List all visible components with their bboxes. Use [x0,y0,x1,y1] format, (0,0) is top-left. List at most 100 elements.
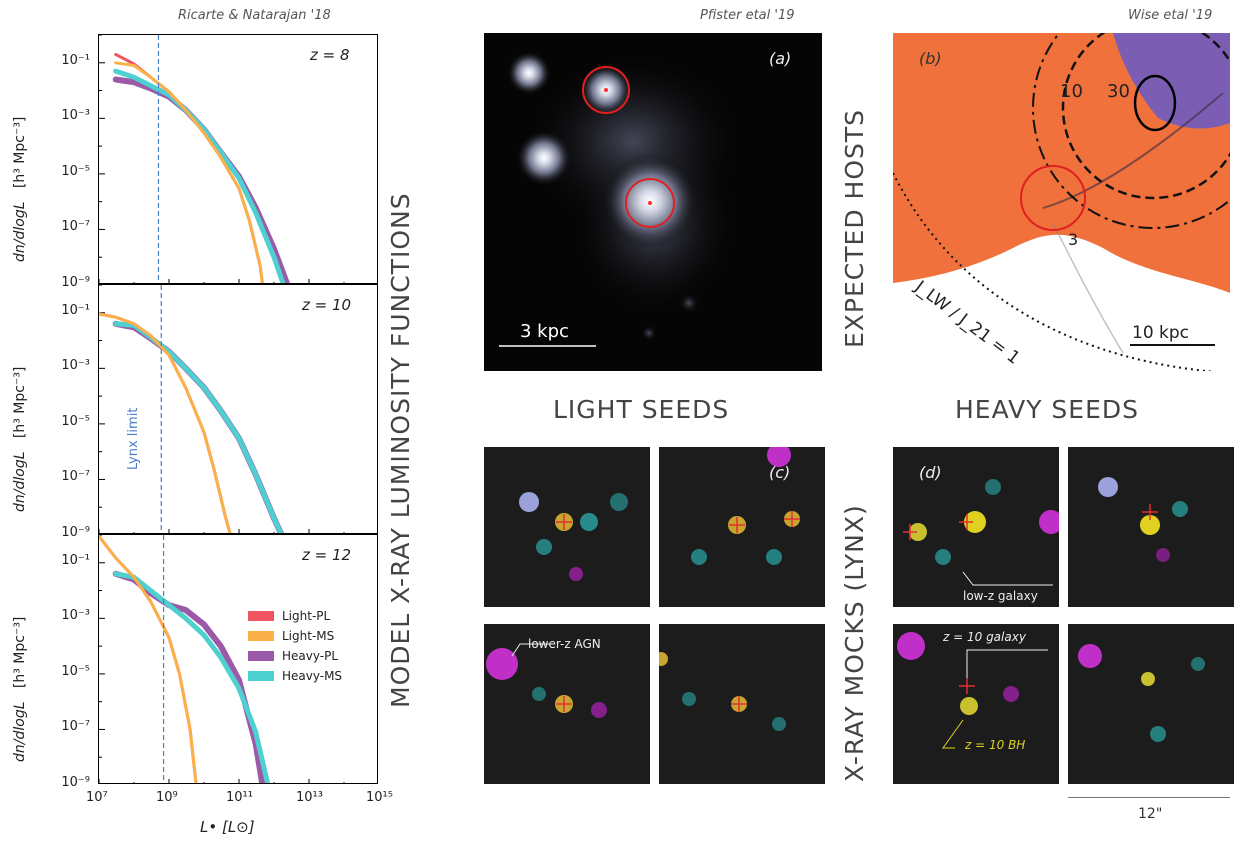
y-tick-label: 10⁻¹ [61,302,90,318]
series-line-heavy-ms [113,68,286,283]
chart-panel-z8 [98,34,378,284]
y-tick-label: 10⁻⁵ [61,663,90,679]
series-line-heavy-pl [112,320,285,533]
filament [1042,92,1224,209]
mock-svg [903,479,1059,586]
pfister-svg [499,51,744,347]
y-tick-label: 10⁻³ [61,608,90,624]
bh-crosshair [729,517,745,533]
source-blob [1141,672,1155,686]
source-blob [591,702,607,718]
panel-tag-c: (c) [769,463,791,482]
source-blob [1003,686,1019,702]
source-blob [960,697,978,715]
bh-crosshair [731,696,747,712]
y-tick-label: 10⁻⁹ [61,525,90,540]
scale-bar-label: 3 kpc [520,321,569,342]
source-blob [486,648,518,680]
source-blob [536,539,552,555]
label-heavy-seeds: HEAVY SEEDS [955,395,1139,424]
x-tick-label: 10¹⁵ [366,790,393,805]
y-tick-label: 10⁻⁷ [61,219,90,235]
source-blob [935,549,951,565]
mock-heavy-3: z = 10 galaxy z = 10 BH [893,624,1059,784]
y-axis-label-z10: dn/dlogL [h³ Mpc⁻³] [12,366,28,512]
legend-item-heavy-ms: Heavy-MS [248,666,368,686]
source-blob [1191,657,1205,671]
lynx-limit-label: Lynx limit [126,407,141,470]
chart-svg-z12 [99,535,345,783]
annotation-leader [966,649,1048,678]
mock-svg [486,643,607,718]
y-tick-label: 10⁻³ [61,358,90,374]
label-expected-hosts: EXPECTED HOSTS [840,109,869,348]
bh-crosshair [1142,504,1158,520]
series-line-light-ms [99,535,198,783]
seed-circle [582,66,630,114]
x-tick-label: 10⁹ [156,790,178,805]
source-blob [1172,501,1188,517]
bh-crosshair [556,696,572,712]
chart-svg-z8 [99,35,345,283]
mock-light-1 [484,447,650,607]
contour-label-10: 10 [1060,81,1083,102]
mock-svg [691,447,800,565]
annotation-leader [942,719,964,749]
mock-svg [1078,644,1205,742]
source-blob [1140,515,1160,535]
source-blob [1150,726,1166,742]
filament [1052,222,1124,354]
source-blob [569,567,583,581]
legend-item-light-ms: Light-MS [248,626,368,646]
legend-item-light-pl: Light-PL [248,606,368,626]
annotation-z10-galaxy: z = 10 galaxy [943,630,1026,644]
annotation-leader [962,571,1053,586]
bh-crosshair [959,678,975,694]
series-line-heavy-pl [112,570,266,783]
source-blob [985,479,1001,495]
jlw-contour [893,172,1218,371]
wise-svg [893,33,1230,371]
pfister-simulation-image: (a) 3 kpc [484,33,822,371]
source-blob [909,523,927,541]
chart-svg-z10 [99,285,345,533]
mock-light-4 [659,624,825,784]
x-tick-label: 10⁷ [86,790,108,805]
bh-marker [648,201,652,205]
panel-label-z8: z = 8 [310,46,350,64]
y-axis-label-z8: dn/dlogL [h³ Mpc⁻³] [12,116,28,262]
source-blob [580,513,598,531]
label-light-seeds: LIGHT SEEDS [553,395,730,424]
series-line-heavy-ms [113,321,284,533]
source-blob [964,511,986,533]
source-blob [532,687,546,701]
galaxy-blob [679,293,699,313]
source-blob [691,549,707,565]
source-blob [772,717,786,731]
bh-marker [604,88,608,92]
mock-heavy-1: (d) low-z galaxy [893,447,1059,607]
source-blob [767,447,791,467]
y-tick-label: 10⁻¹ [61,52,90,68]
mock-svg [1098,477,1188,562]
y-tick-label: 10⁻⁵ [61,413,90,429]
bh-crosshair [903,524,917,540]
mock-svg [897,632,1048,749]
chart-panel-z12 [98,534,378,784]
series-line-heavy-pl [112,76,291,283]
credit-wise: Wise etal '19 [1128,8,1213,23]
series-line-light-pl [114,52,264,283]
series-line-light-ms [114,61,264,283]
chart-panel-z10 [98,284,378,534]
bh-crosshair [784,511,800,527]
metal-enriched-region [1113,33,1230,129]
contour-label-30: 30 [1107,81,1130,102]
y-tick-label: 10⁻⁹ [61,775,90,790]
annotation-lower-z-agn: lower-z AGN [528,637,601,651]
y-axis-label-z12: dn/dlogL [h³ Mpc⁻³] [12,616,28,762]
panel-tag-a: (a) [769,49,792,68]
scale-bar-label: 10 kpc [1132,323,1190,343]
galaxy-blob [641,325,657,341]
x-tick-label: 10¹¹ [226,790,253,805]
credit-pfister: Pfister etal '19 [700,8,795,23]
